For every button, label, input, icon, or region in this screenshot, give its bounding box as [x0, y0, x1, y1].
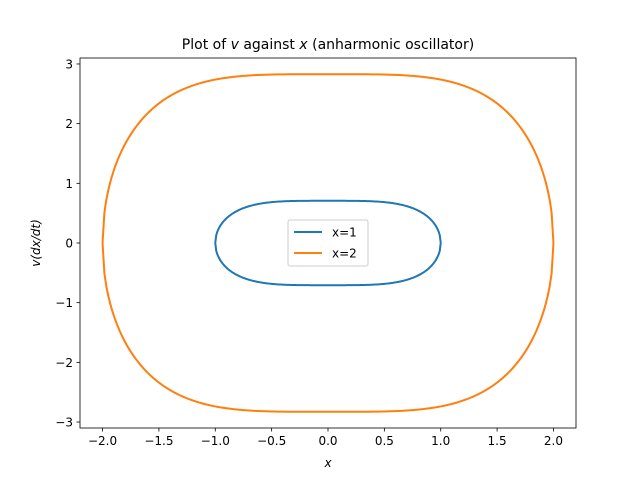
y-tick-label: 2 — [65, 117, 73, 131]
title-part: against — [239, 37, 300, 53]
series-layer — [101, 73, 555, 413]
x-tick-label: 0.0 — [318, 434, 337, 448]
x-tick-label: 0.5 — [375, 434, 394, 448]
y-tick-label: 1 — [65, 177, 73, 191]
y-tick-label: −1 — [55, 296, 73, 310]
x-tick-label: −2.0 — [88, 434, 117, 448]
series-line-x=2 — [101, 73, 555, 413]
y-axis-ticks: −3 −2 −1 0 1 2 3 — [55, 57, 80, 430]
x-tick-label: −1.5 — [144, 434, 173, 448]
x-axis-ticks: −2.0 −1.5 −1.0 −0.5 0.0 0.5 1.0 1.5 2.0 — [88, 428, 563, 448]
y-axis-label: v(dx/dt) — [29, 219, 43, 267]
chart-title: Plot of v against x (anharmonic oscillat… — [182, 37, 474, 53]
legend-label: x=2 — [332, 247, 357, 261]
y-tick-label: 3 — [65, 57, 73, 71]
title-part: Plot of — [182, 37, 231, 53]
y-tick-label: 0 — [65, 237, 73, 251]
x-tick-label: −1.0 — [201, 434, 230, 448]
x-tick-label: −0.5 — [257, 434, 286, 448]
y-tick-label: −2 — [55, 356, 73, 370]
x-tick-label: 1.0 — [431, 434, 450, 448]
y-tick-label: −3 — [55, 416, 73, 430]
legend: x=1 x=2 — [287, 219, 369, 267]
x-tick-label: 1.5 — [488, 434, 507, 448]
title-part: (anharmonic oscillator) — [308, 37, 475, 53]
title-part: x — [298, 37, 308, 53]
legend-label: x=1 — [332, 226, 357, 240]
x-tick-label: 2.0 — [544, 434, 563, 448]
title-part: v — [231, 37, 240, 53]
series-line-x=1 — [214, 199, 442, 287]
x-axis-label: x — [323, 456, 332, 470]
